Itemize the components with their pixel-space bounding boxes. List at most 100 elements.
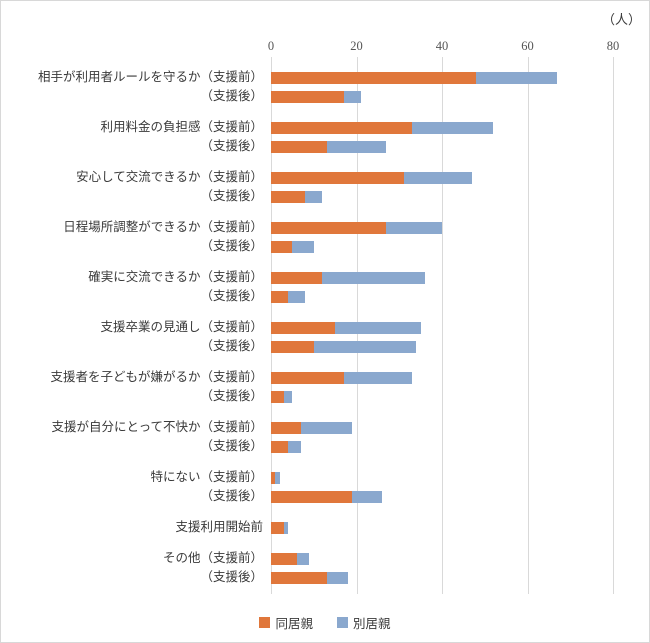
bar-group: 日程場所調整ができるか（支援前） （支援後） (1, 221, 649, 253)
row-label: 支援者を子どもが嫌がるか（支援前） (50, 370, 263, 384)
row-label: （支援後） (200, 89, 263, 103)
bar-group: 特にない（支援前） （支援後） (1, 471, 649, 503)
x-tick-label: 20 (350, 39, 363, 53)
gridline (442, 57, 443, 594)
bar-segment-bekkyoshin (352, 490, 383, 503)
row-label: （支援後） (200, 189, 263, 203)
stacked-bar (271, 221, 649, 234)
bar-group: 安心して交流できるか（支援前） （支援後） (1, 171, 649, 203)
row-label: （支援後） (200, 570, 263, 584)
row-label: （支援後） (200, 389, 263, 403)
bar-group: その他（支援前） （支援後） (1, 552, 649, 584)
bar-segment-bekkyoshin (283, 521, 289, 534)
bar-segment-doukyoshin (271, 571, 327, 584)
stacked-bar (271, 521, 649, 534)
x-tick-label: 0 (267, 39, 275, 53)
x-axis-tick-labels: 0 20 40 60 80 (1, 39, 649, 55)
bar-group: 支援が自分にとって不快か（支援前） （支援後） (1, 421, 649, 453)
row-label: その他（支援前） (162, 551, 263, 565)
bar-row: 確実に交流できるか（支援前） (1, 271, 649, 284)
row-label: （支援後） (200, 339, 263, 353)
bar-group: 相手が利用者ルールを守るか（支援前） （支援後） (1, 71, 649, 103)
row-label: 支援卒業の見通し（支援前） (100, 320, 263, 334)
bar-group: 支援卒業の見通し（支援前） （支援後） (1, 321, 649, 353)
bar-row: 支援が自分にとって不快か（支援前） (1, 421, 649, 434)
bar-groups: 相手が利用者ルールを守るか（支援前） （支援後） 利用料金の負担感（支援前） （支援後… (1, 71, 649, 602)
legend-item-bekkyoshin: 別居親 (337, 613, 391, 632)
x-tick-label: 80 (606, 39, 620, 53)
bar-row: 支援利用開始前 (1, 521, 649, 534)
stacked-bar (271, 440, 649, 453)
row-label: 利用料金の負担感（支援前） (100, 120, 263, 134)
bar-group: 支援利用開始前 (1, 521, 649, 534)
row-label: （支援後） (200, 289, 263, 303)
bar-row: （支援後） (1, 290, 649, 303)
bar-segment-doukyoshin (271, 240, 293, 253)
stacked-bar (271, 90, 649, 103)
bar-row: （支援後） (1, 90, 649, 103)
bar-segment-bekkyoshin (343, 371, 413, 384)
row-label: 支援利用開始前 (175, 520, 263, 534)
legend-swatch-bekkyoshin (337, 617, 348, 628)
row-label: 支援が自分にとって不快か（支援前） (51, 420, 263, 434)
bar-segment-bekkyoshin (283, 390, 293, 403)
bar-segment-bekkyoshin (305, 190, 323, 203)
bar-segment-doukyoshin (271, 290, 289, 303)
row-label: 確実に交流できるか（支援前） (88, 270, 263, 284)
row-label: （支援後） (200, 239, 263, 253)
row-label: 日程場所調整ができるか（支援前） (63, 220, 263, 234)
bar-segment-doukyoshin (271, 140, 327, 153)
bar-row: 支援者を子どもが嫌がるか（支援前） (1, 371, 649, 384)
bar-segment-doukyoshin (271, 190, 306, 203)
bar-segment-doukyoshin (271, 552, 297, 565)
stacked-bar (271, 240, 649, 253)
bar-segment-bekkyoshin (412, 121, 494, 134)
bar-segment-bekkyoshin (326, 571, 348, 584)
bar-row: 相手が利用者ルールを守るか（支援前） (1, 71, 649, 84)
bar-segment-bekkyoshin (275, 471, 280, 484)
legend-swatch-doukyoshin (259, 617, 271, 628)
bar-segment-doukyoshin (271, 390, 284, 403)
bar-row: （支援後） (1, 490, 649, 503)
stacked-bar (271, 490, 649, 503)
legend-item-doukyoshin: 同居親 (259, 613, 313, 632)
bar-group: 確実に交流できるか（支援前） （支援後） (1, 271, 649, 303)
bar-segment-doukyoshin (271, 340, 314, 353)
bar-segment-doukyoshin (271, 171, 404, 184)
stacked-bar (271, 340, 649, 353)
bar-segment-doukyoshin (271, 321, 336, 334)
bar-row: 安心して交流できるか（支援前） (1, 171, 649, 184)
bar-segment-bekkyoshin (313, 340, 417, 353)
bar-segment-doukyoshin (271, 221, 387, 234)
bar-segment-doukyoshin (271, 371, 344, 384)
row-label: （支援後） (200, 439, 263, 453)
bar-segment-bekkyoshin (292, 240, 314, 253)
stacked-bar (271, 171, 649, 184)
stacked-bar (271, 421, 649, 434)
stacked-bar (271, 390, 649, 403)
bar-segment-doukyoshin (271, 490, 353, 503)
x-tick-label: 40 (435, 39, 449, 53)
unit-label: （人） (601, 12, 641, 27)
bar-segment-doukyoshin (271, 90, 344, 103)
legend-label-doukyoshin: 同居親 (275, 617, 313, 631)
stacked-bar (271, 290, 649, 303)
bar-row: （支援後） (1, 240, 649, 253)
bar-group: 支援者を子どもが嫌がるか（支援前） （支援後） (1, 371, 649, 403)
bar-segment-bekkyoshin (288, 440, 301, 453)
legend: 同居親 別居親 (1, 613, 649, 632)
stacked-bar (271, 140, 649, 153)
bar-row: （支援後） (1, 190, 649, 203)
bar-row: （支援後） (1, 440, 649, 453)
x-tick-label: 60 (521, 39, 534, 53)
bar-segment-bekkyoshin (335, 321, 421, 334)
bar-row: 特にない（支援前） (1, 471, 649, 484)
bar-segment-bekkyoshin (343, 90, 361, 103)
stacked-bar (271, 471, 649, 484)
bar-row: 支援卒業の見通し（支援前） (1, 321, 649, 334)
stacked-bar (271, 371, 649, 384)
stacked-bar (271, 271, 649, 284)
bar-row: 利用料金の負担感（支援前） (1, 121, 649, 134)
stacked-bar (271, 71, 649, 84)
